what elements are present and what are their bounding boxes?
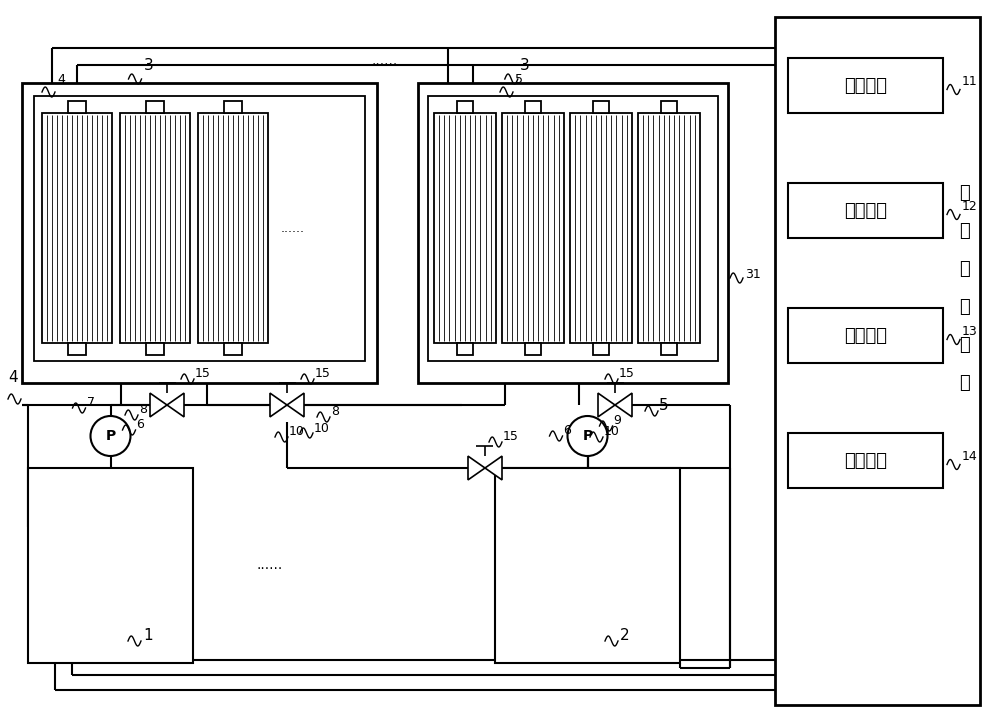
Text: 统: 统 xyxy=(960,374,970,392)
Text: 3: 3 xyxy=(143,58,153,73)
Text: 10: 10 xyxy=(604,424,620,437)
Text: 4: 4 xyxy=(57,73,65,86)
Text: 池: 池 xyxy=(960,222,970,240)
Bar xyxy=(638,113,700,343)
Polygon shape xyxy=(485,456,502,480)
Text: 10: 10 xyxy=(314,422,330,435)
Bar xyxy=(457,343,473,355)
Text: 15: 15 xyxy=(619,367,635,380)
Bar xyxy=(457,101,473,113)
Text: 5: 5 xyxy=(515,73,523,86)
Text: 检测单元: 检测单元 xyxy=(844,77,887,95)
Text: 11: 11 xyxy=(962,75,978,88)
Bar xyxy=(788,433,943,488)
Text: 控制单元: 控制单元 xyxy=(844,451,887,469)
Bar xyxy=(198,113,268,343)
Bar xyxy=(502,113,564,343)
Bar xyxy=(570,113,632,343)
Polygon shape xyxy=(167,393,184,417)
Bar xyxy=(28,468,193,663)
Text: 判断单元: 判断单元 xyxy=(844,202,887,220)
Bar xyxy=(428,96,718,361)
Bar xyxy=(418,83,728,383)
Text: 7: 7 xyxy=(87,395,94,408)
Bar xyxy=(788,308,943,363)
Circle shape xyxy=(90,416,130,456)
Polygon shape xyxy=(468,456,485,480)
Bar xyxy=(42,113,112,343)
Bar xyxy=(593,101,609,113)
Text: 8: 8 xyxy=(139,403,147,416)
Bar xyxy=(525,343,541,355)
Text: 3: 3 xyxy=(520,58,530,73)
Bar xyxy=(120,113,190,343)
Text: 9: 9 xyxy=(614,414,621,427)
Bar xyxy=(788,58,943,113)
Bar xyxy=(434,113,496,343)
Text: ......: ...... xyxy=(281,221,305,234)
Text: 13: 13 xyxy=(962,325,978,338)
Text: 管: 管 xyxy=(960,260,970,278)
Text: 理: 理 xyxy=(960,298,970,316)
Text: 电: 电 xyxy=(960,184,970,202)
Text: 15: 15 xyxy=(315,367,331,380)
Polygon shape xyxy=(615,393,632,417)
Text: 6: 6 xyxy=(136,417,144,430)
Text: 1: 1 xyxy=(143,628,153,643)
Bar xyxy=(22,83,377,383)
Bar xyxy=(68,101,86,113)
Polygon shape xyxy=(270,393,287,417)
Polygon shape xyxy=(150,393,167,417)
Bar xyxy=(775,17,980,705)
Bar xyxy=(224,101,242,113)
Text: 2: 2 xyxy=(620,628,630,643)
Bar xyxy=(525,101,541,113)
Text: P: P xyxy=(582,429,593,443)
Text: 10: 10 xyxy=(289,424,305,437)
Text: ......: ...... xyxy=(372,54,398,68)
Text: 15: 15 xyxy=(195,367,211,380)
Polygon shape xyxy=(598,393,615,417)
Bar xyxy=(593,343,609,355)
Text: P: P xyxy=(105,429,116,443)
Bar xyxy=(224,343,242,355)
Bar xyxy=(495,468,680,663)
Text: 14: 14 xyxy=(962,450,978,463)
Text: ......: ...... xyxy=(257,558,283,572)
Text: 15: 15 xyxy=(503,429,519,442)
Bar xyxy=(34,96,365,361)
Text: 系: 系 xyxy=(960,336,970,354)
Text: 8: 8 xyxy=(331,404,339,417)
Bar xyxy=(146,101,164,113)
Bar xyxy=(788,183,943,238)
Bar xyxy=(68,343,86,355)
Text: 6: 6 xyxy=(564,424,571,437)
Text: 4: 4 xyxy=(8,369,18,385)
Text: 计算单元: 计算单元 xyxy=(844,327,887,344)
Text: 12: 12 xyxy=(962,200,978,213)
Bar xyxy=(146,343,164,355)
Polygon shape xyxy=(287,393,304,417)
Circle shape xyxy=(568,416,608,456)
Bar xyxy=(661,343,677,355)
Bar xyxy=(661,101,677,113)
Text: 5: 5 xyxy=(659,398,669,413)
Text: 31: 31 xyxy=(745,268,761,281)
